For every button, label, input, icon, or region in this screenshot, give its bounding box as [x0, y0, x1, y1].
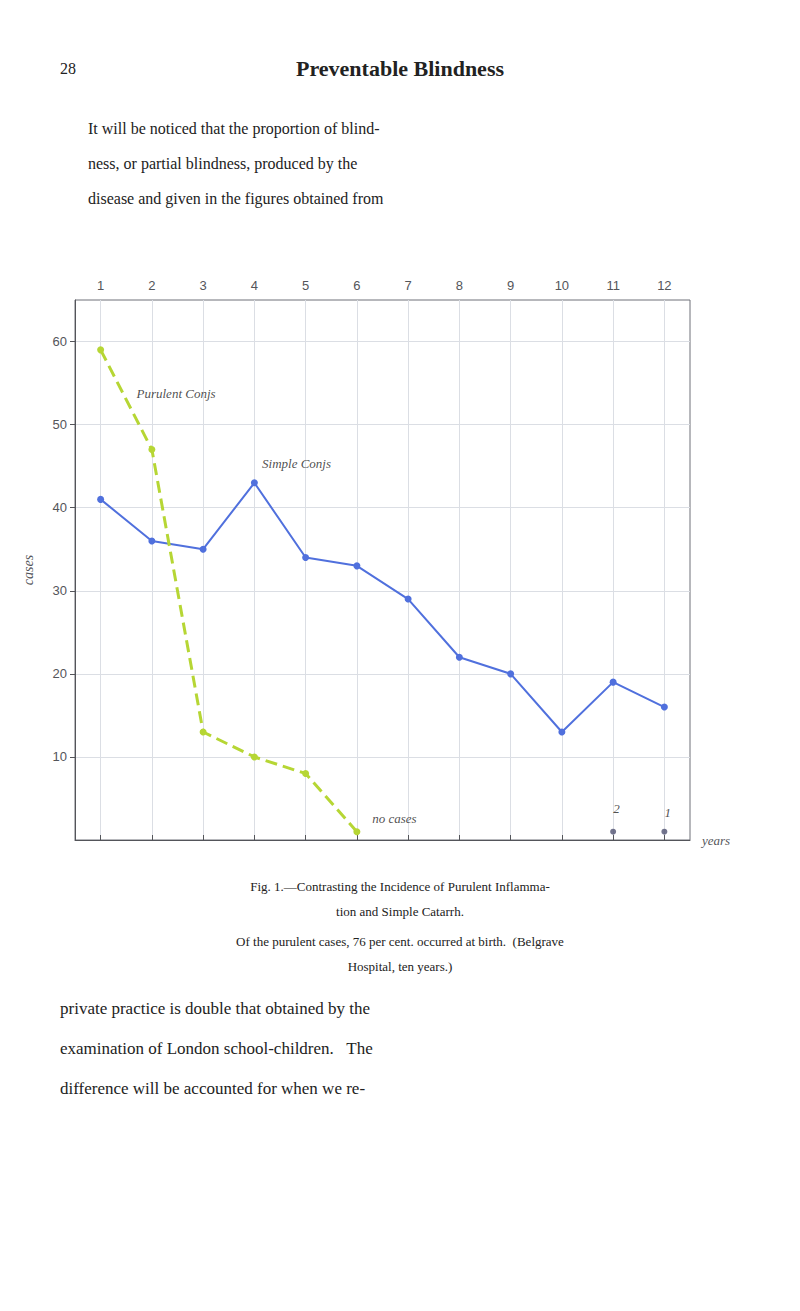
svg-text:4: 4 — [251, 278, 258, 293]
svg-text:1: 1 — [664, 805, 671, 820]
svg-text:disease and given in the figur: disease and given in the figures obtaine… — [88, 190, 384, 208]
svg-text:9: 9 — [507, 278, 514, 293]
svg-text:2: 2 — [148, 278, 155, 293]
svg-text:2: 2 — [613, 801, 620, 816]
svg-text:1: 1 — [97, 278, 104, 293]
svg-text:Purulent Conjs: Purulent Conjs — [136, 386, 216, 401]
svg-text:5: 5 — [302, 278, 309, 293]
svg-text:Of the purulent cases, 76 per: Of the purulent cases, 76 per cent. occu… — [236, 934, 564, 949]
svg-text:difference will be accounted f: difference will be accounted for when we… — [60, 1079, 365, 1098]
svg-text:cases: cases — [21, 554, 36, 585]
svg-text:50: 50 — [53, 417, 67, 432]
svg-text:years: years — [700, 833, 730, 848]
svg-text:no cases: no cases — [372, 811, 416, 826]
svg-text:7: 7 — [405, 278, 412, 293]
svg-text:tion and Simple Catarrh.: tion and Simple Catarrh. — [336, 904, 464, 919]
svg-text:Simple Conjs: Simple Conjs — [262, 456, 331, 471]
svg-text:60: 60 — [53, 334, 67, 349]
svg-text:10: 10 — [555, 278, 569, 293]
svg-text:ness, or partial blindness, pr: ness, or partial blindness, produced by … — [88, 155, 357, 173]
svg-text:examination of London school-c: examination of London school-children. T… — [60, 1039, 373, 1058]
svg-text:Fig. 1.—Contrasting the Incide: Fig. 1.—Contrasting the Incidence of Pur… — [250, 879, 550, 894]
svg-text:8: 8 — [456, 278, 463, 293]
svg-text:6: 6 — [353, 278, 360, 293]
svg-text:11: 11 — [606, 278, 620, 293]
svg-text:20: 20 — [53, 666, 67, 681]
svg-text:Preventable Blindness: Preventable Blindness — [296, 56, 504, 81]
svg-text:Hospital, ten years.): Hospital, ten years.) — [348, 959, 453, 974]
svg-text:12: 12 — [657, 278, 671, 293]
svg-text:It will be noticed that the pr: It will be noticed that the proportion o… — [88, 120, 380, 138]
svg-text:private practice is double tha: private practice is double that obtained… — [60, 999, 370, 1018]
svg-text:40: 40 — [53, 500, 67, 515]
svg-text:28: 28 — [60, 60, 76, 77]
svg-text:30: 30 — [53, 583, 67, 598]
svg-text:10: 10 — [53, 749, 67, 764]
svg-text:3: 3 — [200, 278, 207, 293]
